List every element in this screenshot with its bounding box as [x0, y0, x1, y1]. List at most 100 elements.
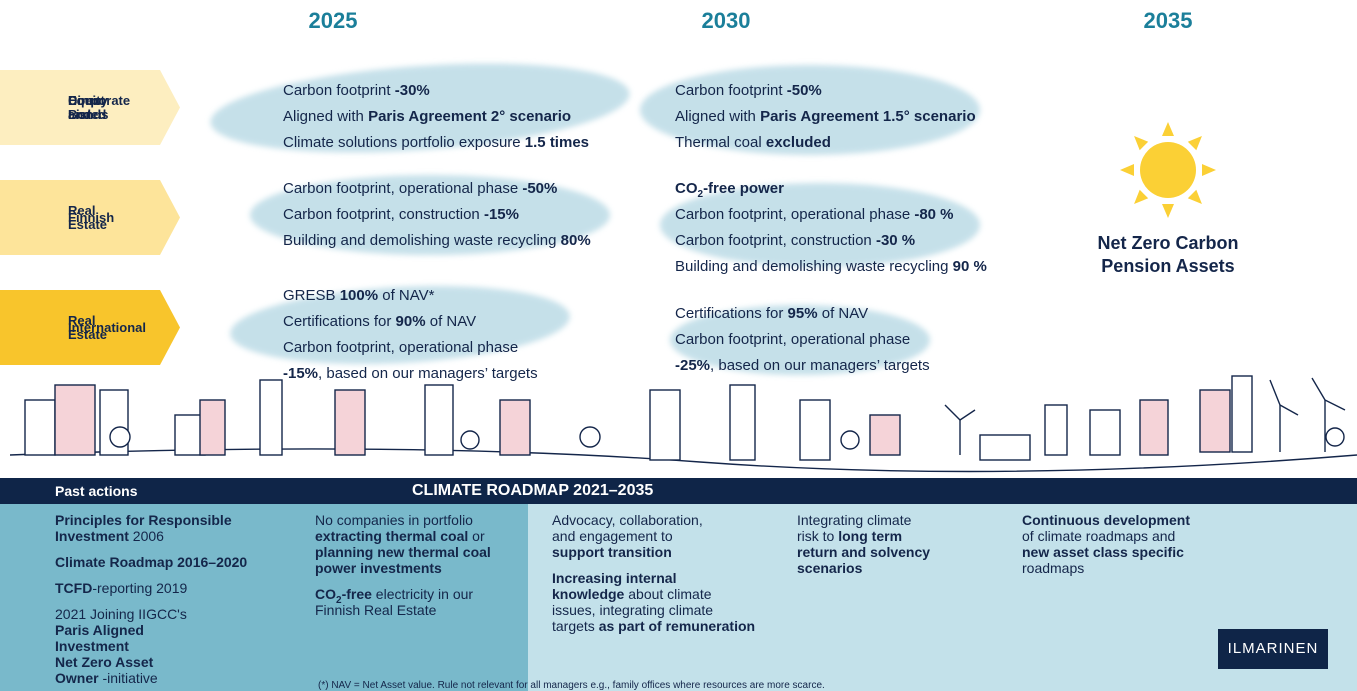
text-segment: Paris Aligned — [55, 622, 144, 638]
text-segment: of NAV* — [378, 287, 434, 304]
goal-line: Net Zero Carbon — [1068, 232, 1268, 255]
text-segment: -free — [342, 586, 372, 602]
text-line: return and solvency — [797, 544, 930, 560]
text-segment: -30% — [395, 82, 430, 99]
text-segment: Carbon footprint, construction — [675, 232, 876, 249]
label-line: Real Estate — [68, 314, 107, 342]
text-segment: Thermal coal — [675, 134, 766, 151]
text-segment: long term — [838, 528, 902, 544]
text-line: and engagement to — [552, 528, 755, 544]
text-segment: , based on our managers’ targets — [710, 357, 930, 374]
text-segment: -15% — [484, 206, 519, 223]
text-segment: and engagement to — [552, 528, 673, 544]
text-line: Building and demolishing waste recycling… — [675, 254, 987, 280]
text-segment: of NAV — [426, 313, 477, 330]
logo: ILMARINEN — [1218, 629, 1328, 669]
text-line: of climate roadmaps and — [1022, 528, 1190, 544]
text-line: Aligned with Paris Agreement 2° scenario — [283, 104, 589, 130]
text-line: Continuous development — [1022, 512, 1190, 528]
text-segment: Investment — [55, 638, 129, 654]
label-line: Corporate Bonds — [68, 94, 130, 122]
target-cell: Carbon footprint, operational phase -50%… — [283, 176, 591, 254]
text-segment: -50% — [787, 82, 822, 99]
text-line: Carbon footprint, construction -30 % — [675, 228, 987, 254]
text-segment: -initiative — [99, 670, 158, 686]
paragraph: Advocacy, collaboration,and engagement t… — [552, 512, 755, 560]
text-line: scenarios — [797, 560, 930, 576]
text-line: Climate solutions portfolio exposure 1.5… — [283, 130, 589, 156]
paragraph: Climate Roadmap 2016–2020 — [55, 554, 247, 570]
text-segment: -free power — [703, 180, 784, 197]
text-segment: Increasing internal — [552, 570, 676, 586]
text-line: Carbon footprint -30% — [283, 78, 589, 104]
action-column: Advocacy, collaboration,and engagement t… — [552, 512, 755, 644]
text-segment: Carbon footprint, operational phase — [675, 206, 914, 223]
text-segment: about climate — [624, 586, 711, 602]
text-segment: Climate Roadmap 2016–2020 — [55, 554, 247, 570]
text-segment: knowledge — [552, 586, 624, 602]
text-segment: Carbon footprint, operational phase — [283, 339, 518, 356]
text-segment: 90% — [396, 313, 426, 330]
text-segment: as part of remuneration — [599, 618, 755, 634]
text-segment: Paris Agreement 2° scenario — [368, 108, 571, 125]
text-segment: 1.5 times — [525, 134, 589, 151]
text-segment: Advocacy, collaboration, — [552, 512, 703, 528]
text-line: 2021 Joining IIGCC's — [55, 606, 247, 622]
text-segment: GRESB — [283, 287, 340, 304]
text-line: Carbon footprint, operational phase -50% — [283, 176, 591, 202]
text-line: Certifications for 95% of NAV — [675, 301, 930, 327]
text-line: -15%, based on our managers’ targets — [283, 361, 538, 387]
text-line: Investment — [55, 638, 247, 654]
text-segment: -50% — [522, 180, 557, 197]
text-segment: scenarios — [797, 560, 862, 576]
text-segment: 2021 Joining IIGCC's — [55, 606, 187, 622]
text-segment: extracting thermal coal — [315, 528, 468, 544]
text-segment: targets — [552, 618, 599, 634]
text-line: targets as part of remuneration — [552, 618, 755, 634]
target-cell: Certifications for 95% of NAV Carbon foot… — [675, 301, 930, 379]
text-segment: electricity in our — [372, 586, 473, 602]
past-title: Past actions — [55, 483, 137, 499]
text-segment: 90 % — [953, 258, 987, 275]
text-segment: Principles for Responsible — [55, 512, 232, 528]
text-segment: excluded — [766, 134, 831, 151]
text-segment: Carbon footprint — [675, 82, 787, 99]
paragraph: No companies in portfolioextracting ther… — [315, 512, 491, 576]
text-line: Carbon footprint, operational phase — [283, 335, 538, 361]
paragraph: Continuous developmentof climate roadmap… — [1022, 512, 1190, 576]
text-line: Thermal coal excluded — [675, 130, 976, 156]
text-segment: of NAV — [818, 305, 869, 322]
paragraph: TCFD-reporting 2019 — [55, 580, 247, 596]
text-segment: Climate solutions portfolio exposure — [283, 134, 525, 151]
text-line: CO2-free electricity in our — [315, 586, 491, 602]
text-segment: , based on our managers’ targets — [318, 365, 538, 382]
footnote: (*) NAV = Net Asset value. Rule not rele… — [318, 680, 825, 691]
target-cell: Carbon footprint -30%Aligned with Paris … — [283, 78, 589, 156]
year-heading: 2025 — [273, 8, 393, 34]
text-line: support transition — [552, 544, 755, 560]
text-segment: Owner — [55, 670, 99, 686]
text-segment: risk to — [797, 528, 838, 544]
text-segment: Carbon footprint, operational phase — [675, 331, 910, 348]
text-line: Increasing internal — [552, 570, 755, 586]
text-segment: Carbon footprint, construction — [283, 206, 484, 223]
text-segment: Paris Agreement 1.5° scenario — [760, 108, 976, 125]
year-heading: 2035 — [1108, 8, 1228, 34]
text-segment: 80% — [561, 232, 591, 249]
text-line: new asset class specific — [1022, 544, 1190, 560]
text-line: knowledge about climate — [552, 586, 755, 602]
text-line: Finnish Real Estate — [315, 602, 491, 618]
row-label: InternationalReal Estate — [0, 290, 180, 365]
label-line: Real Estate — [68, 204, 107, 232]
text-segment: Building and demolishing waste recycling — [675, 258, 953, 275]
text-segment: 95% — [788, 305, 818, 322]
goal: Net Zero CarbonPension Assets — [1068, 232, 1268, 278]
text-segment: Net Zero Asset — [55, 654, 153, 670]
